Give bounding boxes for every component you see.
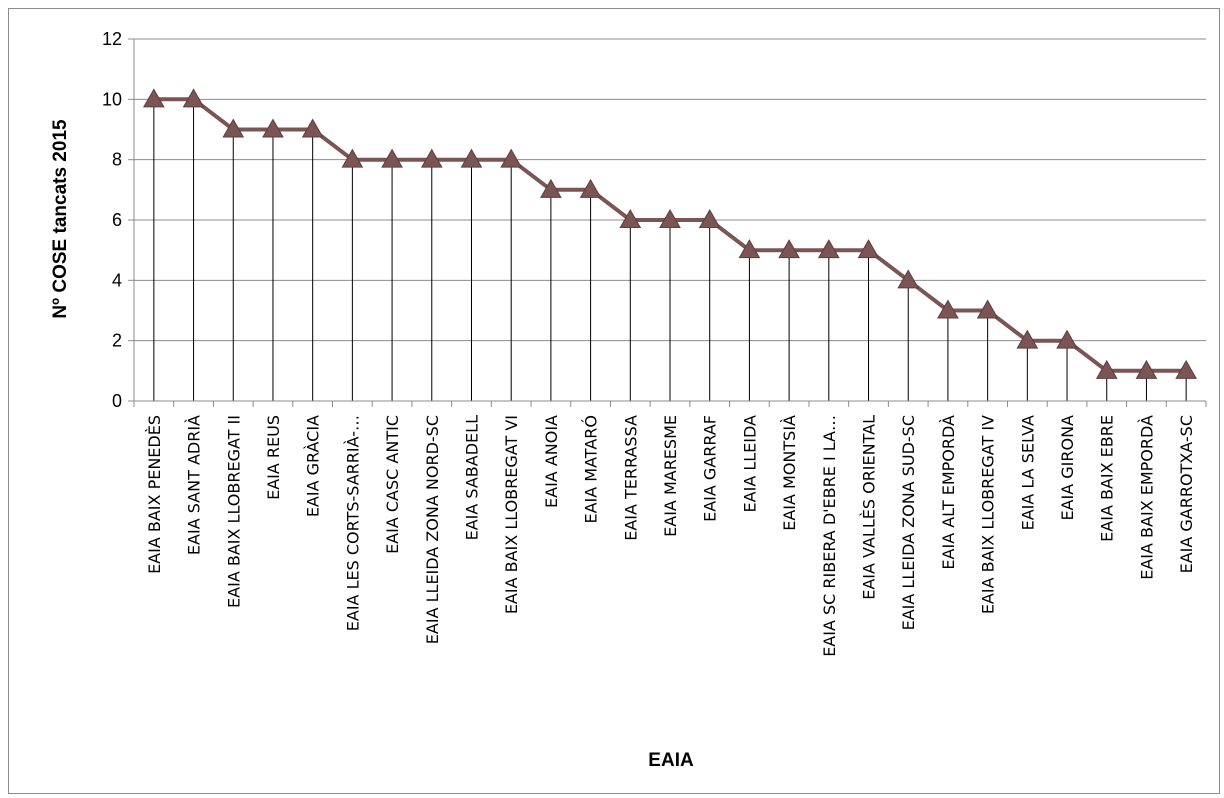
x-tick-label: EAIA GARRAF bbox=[701, 415, 720, 522]
data-point bbox=[460, 148, 483, 168]
data-point bbox=[262, 118, 284, 138]
x-tick-label: EAIA SANT ADRIÀ bbox=[185, 415, 204, 555]
x-tick-label: EAIA LLEIDA bbox=[740, 415, 759, 513]
y-tick-label: 10 bbox=[102, 89, 122, 109]
x-tick-label: EAIA BAIX LLOBREGAT II bbox=[224, 415, 243, 608]
x-tick-label: EAIA SABADELL bbox=[463, 415, 482, 540]
data-point bbox=[698, 208, 721, 228]
y-axis-title: Nº COSE tancats 2015 bbox=[50, 119, 71, 319]
data-point bbox=[420, 148, 443, 168]
data-point bbox=[341, 148, 364, 168]
data-point bbox=[182, 88, 205, 108]
y-tick-label: 0 bbox=[112, 391, 122, 411]
data-point bbox=[619, 208, 642, 228]
x-axis-title: EAIA bbox=[648, 750, 694, 771]
data-point bbox=[579, 178, 602, 198]
data-point bbox=[222, 118, 245, 138]
y-tick-label: 4 bbox=[112, 270, 122, 290]
data-point bbox=[857, 239, 880, 259]
x-tick-label: EAIA REUS bbox=[264, 415, 283, 500]
x-tick-label: EAIA MARESME bbox=[661, 415, 680, 537]
data-point bbox=[1135, 359, 1158, 379]
x-tick-label: EAIA BAIX PENEDÈS bbox=[145, 415, 164, 574]
x-tick-label: EAIA ALT EMPORDÀ bbox=[939, 415, 958, 570]
data-point bbox=[817, 239, 840, 259]
data-point bbox=[500, 148, 523, 168]
y-tick-label: 2 bbox=[112, 331, 122, 351]
x-tick-label: EAIA BAIX LLOBREGAT VI bbox=[502, 415, 521, 614]
x-tick-label: EAIA TERRASSA bbox=[621, 415, 640, 541]
x-tick-label: EAIA VALLÈS ORIENTAL bbox=[860, 415, 879, 600]
data-point bbox=[301, 118, 324, 138]
axes bbox=[128, 38, 1207, 407]
y-tick-label: 6 bbox=[112, 210, 122, 230]
data-point bbox=[381, 148, 403, 168]
x-tick-label: EAIA SC RIBERA D'EBRE I LA… bbox=[820, 415, 839, 657]
x-tick-label: EAIA LLEIDA ZONA SUD-SC bbox=[899, 415, 918, 630]
y-tick-label: 8 bbox=[112, 150, 122, 170]
x-tick-labels: EAIA BAIX PENEDÈS EAIA SANT ADRIÀ EAIA BAI… bbox=[145, 415, 1196, 657]
data-point bbox=[976, 299, 999, 319]
x-tick-label: EAIA BAIX LLOBREGAT IV bbox=[979, 415, 998, 614]
data-point bbox=[1016, 329, 1039, 349]
data-point bbox=[1175, 359, 1198, 379]
x-tick-label: EAIA GRÀCIA bbox=[304, 415, 323, 517]
series bbox=[142, 88, 1198, 379]
drop-lines bbox=[153, 99, 1187, 401]
data-point bbox=[937, 299, 959, 319]
y-tick-label: 12 bbox=[102, 29, 122, 49]
data-point bbox=[659, 208, 681, 228]
x-tick-label: EAIA BAIX EMPORDÀ bbox=[1137, 415, 1156, 580]
data-point bbox=[738, 239, 761, 259]
x-tick-label: EAIA CASC ANTIC bbox=[383, 415, 402, 554]
data-point bbox=[897, 269, 920, 289]
x-tick-label: EAIA LLEIDA ZONA NORD-SC bbox=[423, 415, 442, 644]
data-point bbox=[1095, 359, 1118, 379]
x-tick-label: EAIA GIRONA bbox=[1058, 415, 1077, 521]
data-point bbox=[1056, 329, 1078, 349]
x-tick-label: EAIA MONTSIÀ bbox=[780, 415, 799, 531]
x-tick-label: EAIA ANOIA bbox=[542, 415, 561, 508]
x-tick-label: EAIA LA SELVA bbox=[1018, 415, 1037, 530]
x-tick-label: EAIA BAIX EBRE bbox=[1098, 415, 1117, 542]
x-tick-label: EAIA GARROTXA-SC bbox=[1177, 415, 1196, 573]
y-tick-labels: 0 2 4 6 8 10 12 bbox=[102, 29, 122, 411]
data-point bbox=[142, 88, 165, 108]
x-tick-label: EAIA LES CORTS-SARRIÀ-… bbox=[343, 415, 362, 631]
data-point bbox=[540, 178, 562, 198]
data-point bbox=[778, 239, 800, 259]
x-tick-label: EAIA MATARÓ bbox=[582, 415, 601, 524]
